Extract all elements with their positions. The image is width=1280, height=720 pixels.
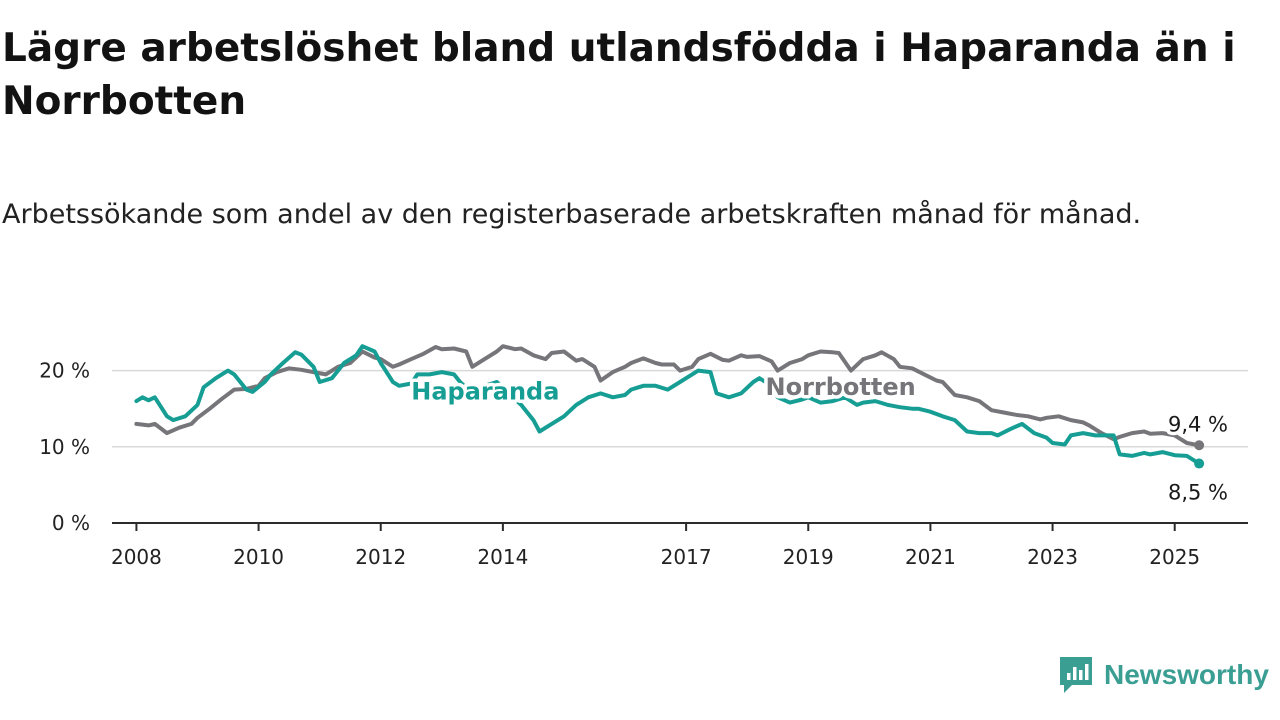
series-line-haparanda [134,344,1202,466]
x-tick-label: 2025 [1149,545,1200,569]
x-tick-label: 2023 [1027,545,1078,569]
x-tick-label: 2019 [783,545,834,569]
end-point-norrbotten [1194,440,1205,451]
series-line-norrbotten [134,344,1202,448]
end-point-haparanda [1194,458,1205,469]
x-tick-label: 2017 [661,545,712,569]
y-tick-label: 10 % [39,435,90,459]
x-tick-label: 2010 [233,545,284,569]
series-label-haparanda: Haparanda [411,378,559,406]
end-label-haparanda-halo: 8,5 % [1168,481,1228,505]
newsworthy-brand[interactable]: Newsworthy [1058,654,1269,696]
chart-title: Lägre arbetslöshet bland utlandsfödda i … [2,26,1236,124]
x-tick-label: 2012 [355,545,406,569]
line-chart: 2008 2010 2012 2014 2017 2019 2021 2023 2025 0 %… [39,344,1248,569]
newsworthy-logo-icon [1060,657,1092,693]
x-axis: 2008 2010 2012 2014 2017 2019 2021 2023 2025 [111,522,1248,569]
end-label-norrbotten-halo: 9,4 % [1168,412,1228,436]
x-tick-label: 2021 [905,545,956,569]
y-tick-label: 0 % [52,511,90,535]
series-label-haparanda-halo: Haparanda [411,378,559,406]
chart-subtitle: Arbetssökande som andel av den registerb… [2,199,1142,230]
series-layer [134,344,1205,469]
x-tick-label: 2014 [477,545,528,569]
series-label-norrbotten: Norrbotten [766,373,916,401]
end-label-haparanda: 8,5 % [1168,481,1228,505]
brand-name: Newsworthy [1104,659,1269,690]
end-label-norrbotten: 9,4 % [1168,412,1228,436]
series-label-norrbotten-halo: Norrbotten [766,373,916,401]
x-tick-label: 2008 [111,545,162,569]
y-tick-label: 20 % [39,359,90,383]
